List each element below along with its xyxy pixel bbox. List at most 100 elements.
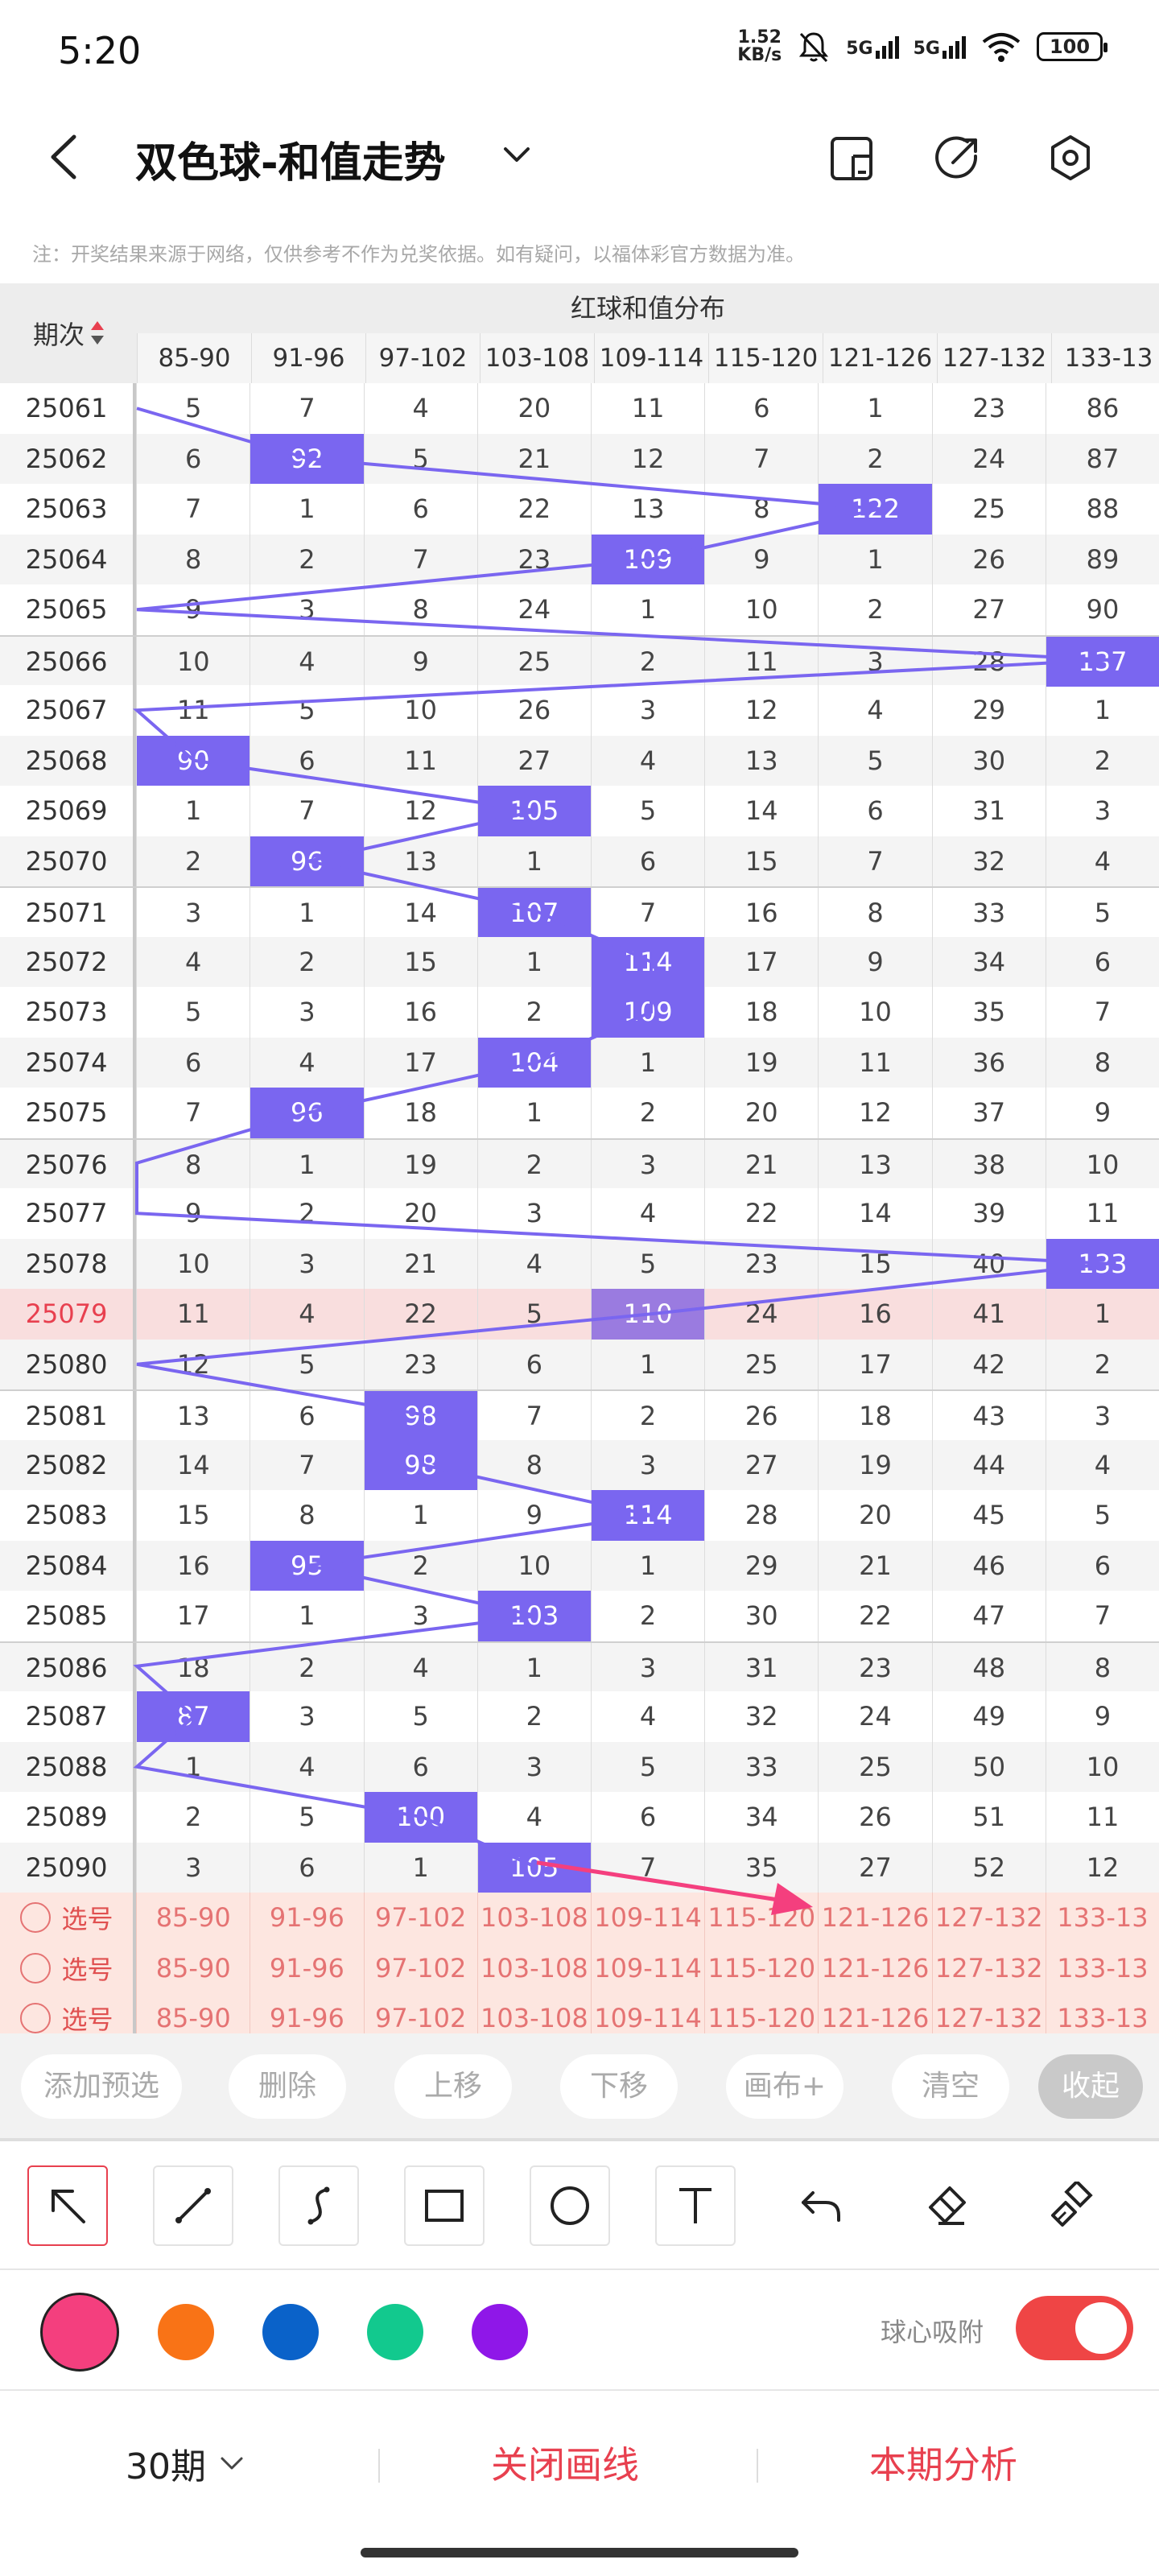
sum-hit-cell[interactable]: 133	[1045, 1238, 1159, 1289]
period-analysis-button[interactable]: 本期分析	[869, 2443, 1017, 2487]
miss-count-cell[interactable]: 8	[363, 584, 477, 635]
miss-count-cell[interactable]: 90	[1045, 584, 1159, 635]
miss-count-cell[interactable]: 6	[1045, 936, 1159, 987]
pick-range-cell[interactable]: 133-13	[1045, 1942, 1159, 1993]
undo-icon[interactable]	[781, 2165, 861, 2246]
miss-count-cell[interactable]: 13	[363, 836, 477, 886]
pick-range-cell[interactable]: 103-108	[476, 1993, 591, 2033]
pick-range-cell[interactable]: 85-90	[136, 1893, 250, 1943]
miss-count-cell[interactable]: 9	[1045, 1088, 1159, 1138]
miss-count-cell[interactable]: 6	[250, 1842, 363, 1893]
miss-count-cell[interactable]: 24	[931, 433, 1046, 484]
miss-count-cell[interactable]: 1	[1045, 685, 1159, 736]
miss-count-cell[interactable]: 30	[931, 735, 1046, 786]
miss-count-cell[interactable]: 7	[1045, 1591, 1159, 1641]
miss-count-cell[interactable]: 6	[818, 786, 931, 836]
miss-count-cell[interactable]: 1	[476, 836, 591, 886]
miss-count-cell[interactable]: 5	[590, 1741, 704, 1792]
period-count-select[interactable]: 30期	[126, 2438, 246, 2489]
miss-count-cell[interactable]: 11	[1045, 1792, 1159, 1843]
miss-count-cell[interactable]: 15	[704, 836, 818, 886]
arrow-tool-icon[interactable]	[27, 2165, 108, 2246]
miss-count-cell[interactable]: 11	[818, 1037, 931, 1088]
circle-tool-icon[interactable]	[530, 2165, 610, 2246]
miss-count-cell[interactable]: 9	[818, 936, 931, 987]
clear-button[interactable]: 清空	[892, 2054, 1009, 2119]
miss-count-cell[interactable]: 4	[1045, 836, 1159, 886]
miss-count-cell[interactable]: 4	[476, 1238, 591, 1289]
back-icon[interactable]	[40, 129, 89, 185]
miss-count-cell[interactable]: 4	[590, 1188, 704, 1239]
rectangle-tool-icon[interactable]	[404, 2165, 485, 2246]
miss-count-cell[interactable]: 18	[136, 1642, 250, 1693]
miss-count-cell[interactable]: 1	[250, 888, 363, 939]
sum-hit-cell[interactable]: 105	[476, 1842, 591, 1893]
miss-count-cell[interactable]: 25	[704, 1339, 818, 1389]
pick-range-cell[interactable]: 133-13	[1045, 1993, 1159, 2033]
sum-hit-cell[interactable]: 114	[590, 936, 705, 987]
miss-count-cell[interactable]: 43	[931, 1391, 1046, 1442]
miss-count-cell[interactable]: 26	[931, 534, 1046, 584]
miss-count-cell[interactable]: 2	[250, 534, 363, 584]
miss-count-cell[interactable]: 30	[704, 1591, 818, 1641]
miss-count-cell[interactable]: 33	[704, 1741, 818, 1792]
miss-count-cell[interactable]: 22	[704, 1188, 818, 1239]
miss-count-cell[interactable]: 29	[931, 685, 1046, 736]
miss-count-cell[interactable]: 19	[363, 1139, 477, 1190]
miss-count-cell[interactable]: 1	[590, 584, 704, 635]
miss-count-cell[interactable]: 7	[250, 1439, 363, 1490]
miss-count-cell[interactable]: 15	[363, 936, 477, 987]
miss-count-cell[interactable]: 10	[1045, 1741, 1159, 1792]
miss-count-cell[interactable]: 31	[704, 1642, 818, 1693]
miss-count-cell[interactable]: 25	[818, 1741, 931, 1792]
miss-count-cell[interactable]: 7	[476, 1391, 591, 1442]
miss-count-cell[interactable]: 4	[136, 936, 250, 987]
miss-count-cell[interactable]: 47	[931, 1591, 1046, 1641]
radio-icon[interactable]	[19, 2003, 51, 2033]
miss-count-cell[interactable]: 2	[136, 836, 250, 886]
snap-toggle[interactable]	[1016, 2296, 1133, 2360]
pick-row-label[interactable]: 选号	[0, 1893, 137, 1943]
miss-count-cell[interactable]: 20	[476, 383, 591, 434]
miss-count-cell[interactable]: 32	[931, 836, 1046, 886]
miss-count-cell[interactable]: 11	[363, 735, 477, 786]
miss-count-cell[interactable]: 5	[250, 1339, 363, 1389]
miss-count-cell[interactable]: 3	[476, 1188, 591, 1239]
miss-count-cell[interactable]: 2	[590, 1591, 704, 1641]
pick-range-cell[interactable]: 91-96	[250, 1893, 363, 1943]
miss-count-cell[interactable]: 6	[363, 484, 477, 535]
miss-count-cell[interactable]: 9	[136, 1188, 250, 1239]
miss-count-cell[interactable]: 10	[363, 685, 477, 736]
sum-hit-cell[interactable]: 100	[363, 1792, 477, 1843]
phone-screen-icon[interactable]	[826, 132, 877, 184]
miss-count-cell[interactable]: 37	[931, 1088, 1046, 1138]
miss-count-cell[interactable]: 18	[818, 1391, 931, 1442]
pick-row-label[interactable]: 选号	[0, 1942, 137, 1993]
miss-count-cell[interactable]: 18	[363, 1088, 477, 1138]
miss-count-cell[interactable]: 17	[363, 1037, 477, 1088]
pick-range-cell[interactable]: 115-120	[704, 1942, 818, 1993]
miss-count-cell[interactable]: 24	[818, 1691, 931, 1742]
miss-count-cell[interactable]: 2	[818, 584, 931, 635]
collapse-button[interactable]: 收起	[1038, 2054, 1143, 2119]
miss-count-cell[interactable]: 2	[590, 636, 704, 687]
miss-count-cell[interactable]: 8	[704, 484, 818, 535]
miss-count-cell[interactable]: 35	[931, 987, 1046, 1038]
miss-count-cell[interactable]: 1	[818, 383, 931, 434]
miss-count-cell[interactable]: 11	[1045, 1188, 1159, 1239]
sum-hit-cell[interactable]: 103	[476, 1591, 591, 1641]
miss-count-cell[interactable]: 3	[363, 1591, 477, 1641]
miss-count-cell[interactable]: 6	[590, 1792, 704, 1843]
miss-count-cell[interactable]: 11	[590, 383, 704, 434]
miss-count-cell[interactable]: 3	[818, 636, 931, 687]
miss-count-cell[interactable]: 4	[476, 1792, 591, 1843]
miss-count-cell[interactable]: 2	[476, 1139, 591, 1190]
miss-count-cell[interactable]: 35	[704, 1842, 818, 1893]
miss-count-cell[interactable]: 5	[818, 735, 931, 786]
pick-range-cell[interactable]: 85-90	[136, 1993, 250, 2033]
miss-count-cell[interactable]: 22	[363, 1289, 477, 1340]
miss-count-cell[interactable]: 8	[1045, 1037, 1159, 1088]
miss-count-cell[interactable]: 20	[818, 1490, 931, 1541]
miss-count-cell[interactable]: 1	[590, 1339, 704, 1389]
pick-range-cell[interactable]: 109-114	[590, 1893, 704, 1943]
